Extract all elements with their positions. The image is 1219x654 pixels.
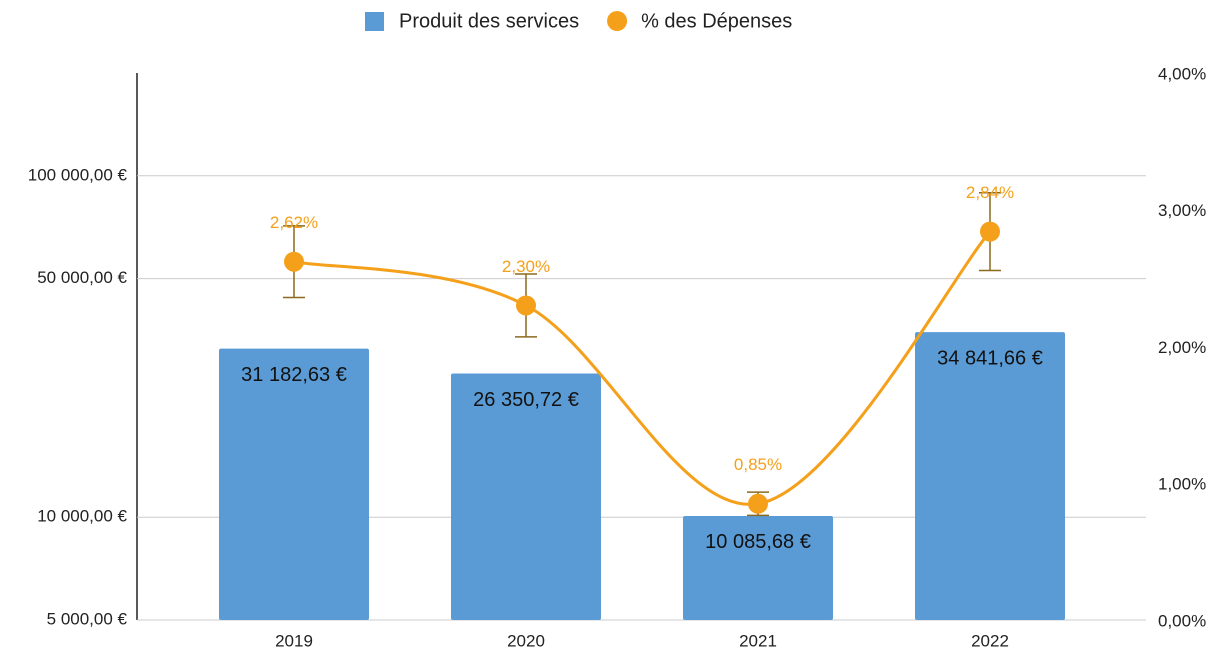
x-tick-label: 2022 (971, 631, 1009, 650)
bar (915, 332, 1065, 620)
y-tick-label: 5 000,00 € (47, 609, 128, 628)
x-tick-label: 2020 (507, 631, 545, 650)
bar-value-label: 26 350,72 € (473, 389, 579, 411)
line (293, 230, 992, 506)
point-value-label: 2,62% (270, 213, 318, 232)
point-value-label: 0,85% (734, 455, 782, 474)
point (980, 221, 1000, 242)
bar (219, 348, 369, 620)
point-value-label: 2,30% (502, 257, 550, 276)
x-tick-label: 2021 (739, 631, 777, 650)
bar-value-label: 34 841,66 € (937, 347, 1043, 369)
point (516, 295, 536, 316)
point (748, 493, 768, 514)
legend-label: % des Dépenses (641, 10, 792, 32)
y-tick-label: 100 000,00 € (28, 165, 128, 184)
y2-tick-label: 2,00% (1158, 338, 1206, 357)
point-value-label: 2,84% (966, 183, 1014, 202)
point (284, 251, 304, 272)
bar-value-label: 31 182,63 € (241, 364, 347, 386)
bar (683, 515, 833, 620)
legend-label: Produit des services (399, 10, 579, 32)
y2-tick-label: 3,00% (1158, 201, 1206, 220)
bar (451, 373, 601, 620)
y2-tick-label: 4,00% (1158, 64, 1206, 83)
y-tick-label: 50 000,00 € (37, 268, 127, 287)
legend-swatch (607, 11, 628, 31)
bar-value-label: 10 085,68 € (705, 531, 811, 553)
y-tick-label: 10 000,00 € (37, 507, 127, 526)
y2-tick-label: 1,00% (1158, 475, 1206, 494)
y2-tick-label: 0,00% (1158, 611, 1206, 630)
legend-swatch (365, 12, 384, 31)
x-tick-label: 2019 (275, 631, 313, 650)
